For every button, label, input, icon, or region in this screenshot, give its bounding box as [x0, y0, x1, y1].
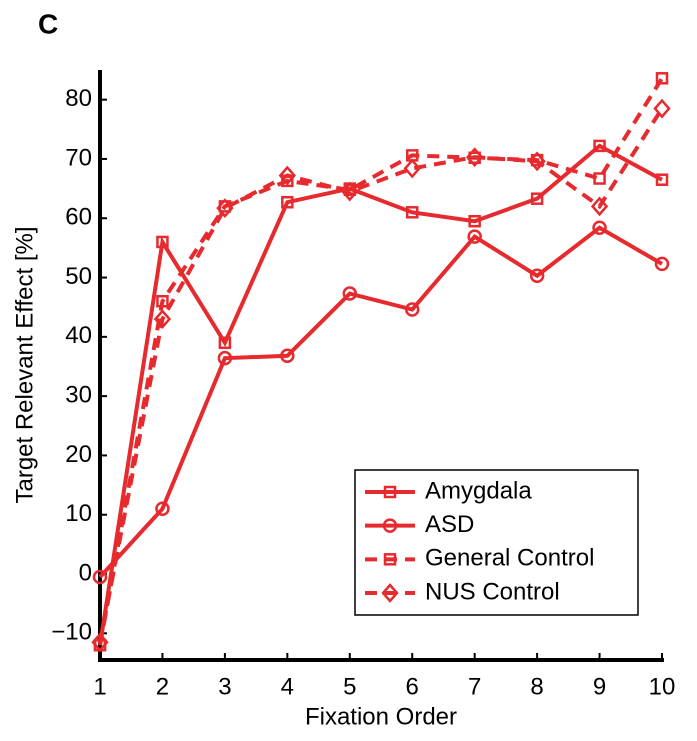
marker	[91, 632, 109, 653]
marker	[281, 195, 294, 209]
series-line	[98, 107, 664, 643]
marker	[590, 196, 609, 217]
marker	[529, 268, 545, 284]
marker	[217, 350, 233, 366]
marker	[218, 336, 232, 350]
marker	[467, 229, 482, 244]
y-tick-label: 60	[65, 204, 92, 231]
y-tick-label: 80	[65, 85, 92, 112]
x-tick-label: 5	[343, 673, 356, 700]
x-tick-label: 2	[156, 673, 169, 700]
y-tick-label: 30	[65, 381, 92, 408]
marker	[405, 206, 419, 219]
panel-label: C	[38, 8, 58, 39]
marker	[383, 553, 397, 566]
marker	[153, 309, 172, 329]
marker	[382, 518, 398, 533]
marker	[381, 583, 399, 603]
marker	[280, 348, 295, 364]
marker	[466, 147, 484, 168]
legend-label: Amygdala	[425, 477, 532, 504]
marker	[403, 158, 421, 179]
marker	[278, 165, 296, 186]
marker	[655, 173, 669, 186]
marker	[530, 192, 544, 205]
x-tick-label: 10	[649, 673, 676, 700]
x-tick-label: 1	[93, 673, 106, 700]
marker	[383, 485, 397, 499]
series-line	[98, 225, 664, 579]
marker	[655, 72, 669, 85]
marker	[92, 569, 108, 585]
y-tick-label: 40	[65, 322, 92, 349]
marker	[156, 295, 169, 308]
series-line	[98, 143, 663, 646]
x-tick-label: 8	[530, 673, 543, 700]
marker	[593, 172, 606, 185]
legend-label: ASD	[425, 511, 474, 538]
y-tick-label: 20	[65, 441, 92, 468]
marker	[155, 501, 170, 517]
marker	[341, 181, 359, 202]
marker	[216, 198, 234, 219]
marker	[654, 256, 670, 272]
legend-label: NUS Control	[425, 578, 560, 605]
marker	[653, 98, 671, 119]
y-tick-label: −10	[51, 619, 92, 646]
marker	[156, 235, 169, 249]
x-tick-label: 7	[468, 673, 481, 700]
marker	[528, 151, 546, 172]
marker	[592, 220, 607, 235]
legend: Amygdala ASD General Control NUS Control	[354, 469, 639, 616]
y-tick-label: 50	[65, 263, 92, 290]
y-tick-label: 70	[65, 144, 92, 171]
marker	[468, 214, 481, 228]
y-tick-label: 0	[79, 559, 92, 586]
x-axis-label: Fixation Order	[305, 703, 457, 730]
series-line	[98, 77, 664, 646]
x-tick-label: 4	[281, 673, 294, 700]
x-tick-label: 6	[406, 673, 419, 700]
legend-box	[354, 469, 639, 616]
y-tick-label: 10	[65, 500, 92, 527]
marker	[593, 139, 606, 153]
legend-label: General Control	[425, 545, 594, 572]
x-tick-label: 9	[593, 673, 606, 700]
x-tick-label: 3	[218, 673, 231, 700]
marker	[342, 286, 358, 301]
y-axis-label: Target Relevant Effect [%]	[11, 226, 38, 503]
marker	[404, 302, 420, 317]
